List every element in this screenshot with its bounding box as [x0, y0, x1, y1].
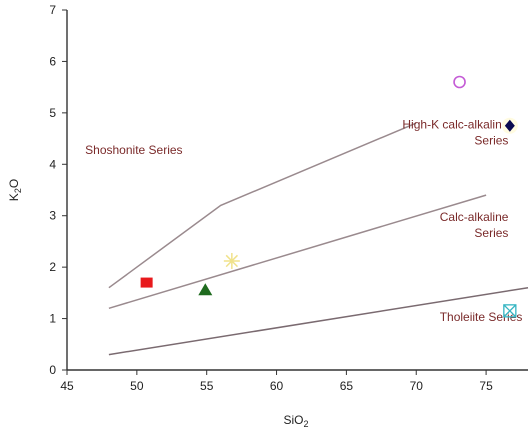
data-point-square — [140, 277, 153, 288]
region-label-line: High-K calc-alkaline — [402, 117, 508, 131]
region-label-line: Series — [474, 133, 508, 147]
y-tick-label: 5 — [49, 106, 56, 120]
y-tick-label: 4 — [49, 157, 56, 171]
x-tick-label: 55 — [200, 379, 214, 393]
y-axis-title: K2O — [7, 179, 23, 201]
x-tick-label: 75 — [479, 379, 493, 393]
region-label-line: Tholeiite Series — [440, 310, 523, 324]
y-tick-label: 0 — [49, 363, 56, 377]
square-x-box — [503, 304, 517, 318]
y-tick-label: 6 — [49, 54, 56, 68]
series-boundaries — [108, 122, 529, 356]
high-k-boundary-line — [108, 194, 487, 310]
shoshonite-boundary-line — [108, 122, 417, 289]
region-label-line: Calc-alkaline — [440, 210, 509, 224]
y-tick-label: 2 — [49, 260, 56, 274]
x-tick-label: 50 — [130, 379, 144, 393]
calc-alkaline-boundary-line — [108, 286, 529, 356]
x-tick-label: 45 — [60, 379, 74, 393]
region-label-calc-alkaline: Calc-alkaline Series — [440, 210, 509, 240]
region-label-tholeiite: Tholeiite Series — [440, 310, 523, 324]
x-tick-label: 70 — [410, 379, 424, 393]
y-tick-label: 3 — [49, 209, 56, 223]
data-point-diamond — [504, 119, 515, 132]
data-point-circle-open — [453, 75, 466, 89]
square-x-diagonal — [503, 304, 517, 318]
region-label-shoshonite: Shoshonite Series — [85, 143, 182, 157]
region-labels: Shoshonite Series High-K calc-alkaline Ser… — [85, 117, 522, 324]
y-tick-label: 1 — [49, 312, 56, 326]
region-label-line: Series — [474, 226, 508, 240]
data-point-triangle — [198, 283, 213, 296]
region-label-high-k-calc-alkaline: High-K calc-alkaline Series — [402, 117, 508, 147]
y-tick-label: 7 — [49, 3, 56, 17]
region-label-line: Shoshonite Series — [85, 143, 182, 157]
data-point-square-x — [503, 304, 517, 318]
data-point-asterisk — [223, 252, 240, 269]
asterisk-stroke — [225, 254, 239, 268]
x-tick-label: 65 — [340, 379, 354, 393]
x-tick-label: 60 — [270, 379, 284, 393]
x-axis-title: SiO2 — [283, 413, 308, 429]
data-points — [140, 75, 518, 318]
